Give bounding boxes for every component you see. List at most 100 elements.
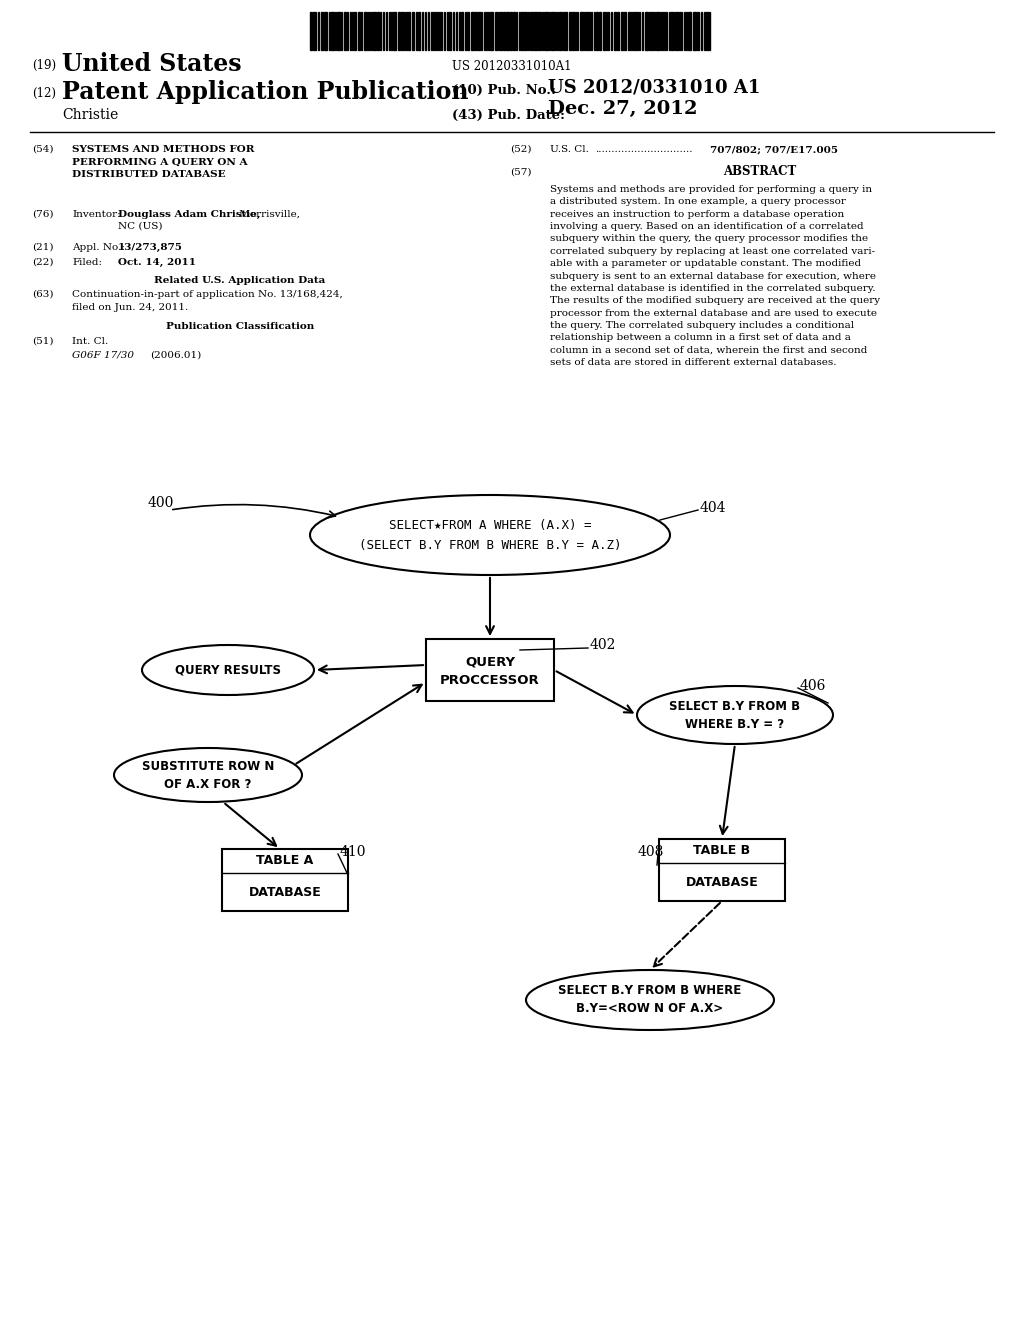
Text: 410: 410 bbox=[340, 845, 367, 859]
Bar bbox=[373, 12, 376, 50]
Bar bbox=[617, 12, 618, 50]
Bar bbox=[510, 12, 512, 50]
Bar bbox=[531, 12, 534, 50]
Text: WHERE B.Y = ?: WHERE B.Y = ? bbox=[685, 718, 784, 730]
Bar bbox=[398, 12, 400, 50]
Text: 406: 406 bbox=[800, 678, 826, 693]
Bar bbox=[538, 12, 540, 50]
Bar bbox=[706, 12, 708, 50]
Text: SELECT B.Y FROM B WHERE: SELECT B.Y FROM B WHERE bbox=[558, 985, 741, 998]
Text: (51): (51) bbox=[32, 337, 53, 346]
Bar bbox=[596, 12, 598, 50]
Bar bbox=[503, 12, 505, 50]
Bar bbox=[545, 12, 548, 50]
Text: (21): (21) bbox=[32, 243, 53, 252]
Text: Appl. No.:: Appl. No.: bbox=[72, 243, 125, 252]
Text: 707/802; 707/E17.005: 707/802; 707/E17.005 bbox=[710, 145, 838, 154]
Bar bbox=[310, 12, 312, 50]
Text: DATABASE: DATABASE bbox=[249, 886, 322, 899]
Bar bbox=[324, 12, 327, 50]
Text: (63): (63) bbox=[32, 290, 53, 300]
Text: G06F 17/30: G06F 17/30 bbox=[72, 351, 134, 360]
Text: (22): (22) bbox=[32, 257, 53, 267]
Text: ABSTRACT: ABSTRACT bbox=[723, 165, 797, 178]
Text: (52): (52) bbox=[510, 145, 531, 154]
Bar bbox=[475, 12, 477, 50]
Text: (43) Pub. Date:: (43) Pub. Date: bbox=[452, 110, 565, 121]
Text: ..............................: .............................. bbox=[595, 145, 692, 154]
Bar bbox=[478, 12, 480, 50]
Text: (12): (12) bbox=[32, 87, 56, 100]
Bar bbox=[688, 12, 691, 50]
Bar bbox=[364, 12, 366, 50]
Bar bbox=[559, 12, 561, 50]
Bar bbox=[393, 12, 396, 50]
Text: 408: 408 bbox=[638, 845, 665, 859]
Text: TABLE B: TABLE B bbox=[693, 845, 751, 858]
Bar bbox=[603, 12, 605, 50]
Bar bbox=[313, 12, 316, 50]
Bar bbox=[506, 12, 509, 50]
Bar bbox=[377, 12, 379, 50]
Text: SELECT★FROM A WHERE (A.X) =: SELECT★FROM A WHERE (A.X) = bbox=[389, 520, 591, 532]
Bar bbox=[524, 12, 526, 50]
Bar bbox=[412, 12, 414, 50]
Bar bbox=[671, 12, 673, 50]
Bar bbox=[344, 12, 346, 50]
Bar bbox=[624, 12, 626, 50]
Bar bbox=[495, 12, 497, 50]
Text: PROCCESSOR: PROCCESSOR bbox=[440, 675, 540, 688]
Bar bbox=[634, 12, 636, 50]
Text: 400: 400 bbox=[148, 496, 174, 510]
Text: (76): (76) bbox=[32, 210, 53, 219]
Bar bbox=[621, 12, 623, 50]
Text: US 2012/0331010 A1: US 2012/0331010 A1 bbox=[548, 79, 761, 96]
Text: 402: 402 bbox=[590, 638, 616, 652]
Text: Systems and methods are provided for performing a query in
a distributed system.: Systems and methods are provided for per… bbox=[550, 185, 880, 367]
Bar bbox=[471, 12, 474, 50]
Bar bbox=[534, 12, 537, 50]
Text: 404: 404 bbox=[700, 502, 726, 515]
Text: Oct. 14, 2011: Oct. 14, 2011 bbox=[118, 257, 196, 267]
Bar bbox=[513, 12, 515, 50]
Text: (2006.01): (2006.01) bbox=[150, 351, 202, 360]
Bar bbox=[354, 12, 356, 50]
Text: U.S. Cl.: U.S. Cl. bbox=[550, 145, 589, 154]
Text: (54): (54) bbox=[32, 145, 53, 154]
Bar bbox=[521, 12, 523, 50]
Text: Patent Application Publication: Patent Application Publication bbox=[62, 81, 469, 104]
Text: United States: United States bbox=[62, 51, 242, 77]
Text: SUBSTITUTE ROW N: SUBSTITUTE ROW N bbox=[141, 760, 274, 774]
Bar bbox=[418, 12, 420, 50]
Text: (10) Pub. No.:: (10) Pub. No.: bbox=[452, 84, 556, 96]
Text: TABLE A: TABLE A bbox=[256, 854, 313, 867]
Text: US 20120331010A1: US 20120331010A1 bbox=[453, 59, 571, 73]
Bar bbox=[358, 12, 360, 50]
Text: SYSTEMS AND METHODS FOR
PERFORMING A QUERY ON A
DISTRIBUTED DATABASE: SYSTEMS AND METHODS FOR PERFORMING A QUE… bbox=[72, 145, 255, 180]
Text: B.Y=<ROW N OF A.X>: B.Y=<ROW N OF A.X> bbox=[577, 1002, 724, 1015]
Text: (57): (57) bbox=[510, 168, 531, 177]
Text: NC (US): NC (US) bbox=[118, 222, 163, 231]
Text: DATABASE: DATABASE bbox=[686, 875, 759, 888]
Text: OF A.X FOR ?: OF A.X FOR ? bbox=[164, 779, 252, 792]
Bar bbox=[551, 12, 554, 50]
Text: Inventor:: Inventor: bbox=[72, 210, 121, 219]
Bar bbox=[656, 12, 659, 50]
Text: QUERY RESULTS: QUERY RESULTS bbox=[175, 664, 281, 676]
Bar bbox=[401, 12, 403, 50]
Text: Publication Classification: Publication Classification bbox=[166, 322, 314, 331]
Text: 13/273,875: 13/273,875 bbox=[118, 243, 183, 252]
Text: Int. Cl.: Int. Cl. bbox=[72, 337, 109, 346]
Bar bbox=[651, 12, 653, 50]
Bar bbox=[321, 12, 323, 50]
Bar bbox=[614, 12, 616, 50]
Text: Filed:: Filed: bbox=[72, 257, 102, 267]
Text: QUERY: QUERY bbox=[465, 656, 515, 668]
Bar bbox=[697, 12, 699, 50]
Bar bbox=[693, 12, 696, 50]
Bar bbox=[580, 12, 583, 50]
Bar bbox=[645, 12, 648, 50]
Bar bbox=[449, 12, 451, 50]
Bar bbox=[490, 12, 493, 50]
Bar bbox=[337, 12, 340, 50]
